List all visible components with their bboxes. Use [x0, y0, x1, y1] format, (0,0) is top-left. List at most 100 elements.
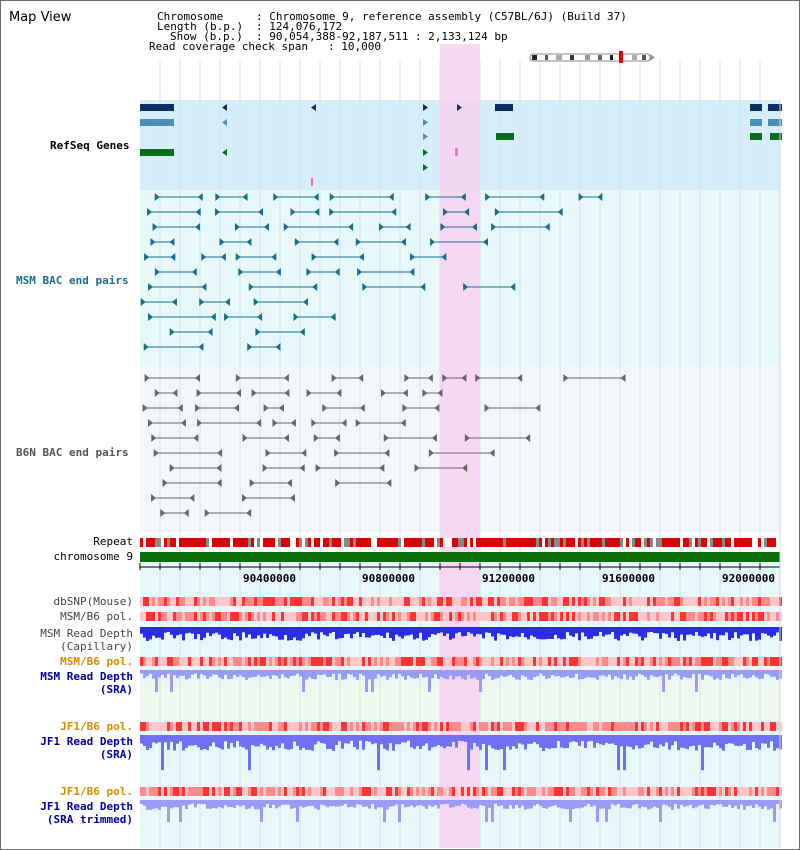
read-depth-bar	[239, 670, 242, 676]
read-depth-bar	[266, 670, 269, 676]
polymorphism-cell	[512, 787, 515, 796]
polymorphism-cell	[149, 597, 152, 606]
polymorphism-cell	[602, 787, 605, 796]
read-depth-bar	[317, 800, 320, 810]
read-depth-bar	[179, 627, 182, 635]
repeat-segment	[539, 538, 542, 547]
read-depth-bar	[518, 800, 521, 808]
read-depth-bar	[362, 735, 365, 750]
polymorphism-cell	[317, 722, 320, 731]
polymorphism-cell	[275, 612, 278, 621]
bac-end-marker	[169, 464, 175, 472]
polymorphism-cell	[314, 657, 317, 666]
polymorphism-cell	[500, 657, 503, 666]
polymorphism-cell	[614, 722, 617, 731]
read-depth-bar	[542, 670, 545, 676]
polymorphism-cell	[497, 597, 500, 606]
track-label-msm-b6-pol-1: MSM/B6 pol.	[60, 610, 133, 623]
read-depth-bar	[512, 627, 515, 638]
polymorphism-cell	[446, 722, 449, 731]
polymorphism-cell	[716, 722, 719, 731]
read-depth-bar	[512, 670, 515, 678]
read-depth-bar	[710, 735, 713, 748]
read-depth-bar	[767, 627, 770, 636]
polymorphism-cell	[728, 657, 731, 666]
track-label-b6n-bac[interactable]: B6N BAC end pairs	[16, 446, 129, 459]
polymorphism-cell	[500, 597, 503, 606]
read-depth-bar	[737, 735, 740, 747]
read-depth-bar	[428, 670, 431, 692]
track-label-msm-bac[interactable]: MSM BAC end pairs	[16, 274, 129, 287]
polymorphism-cell	[662, 597, 665, 606]
repeat-segment	[194, 538, 197, 547]
read-depth-bar	[209, 735, 212, 747]
polymorphism-cell	[512, 612, 515, 621]
polymorphism-cell	[734, 612, 737, 621]
track-label-refseq[interactable]: RefSeq Genes	[50, 139, 130, 152]
repeat-segment	[395, 538, 398, 547]
read-depth-bar	[416, 670, 419, 679]
polymorphism-cell	[518, 722, 521, 731]
read-depth-bar	[485, 735, 488, 771]
read-depth-bar	[659, 735, 662, 745]
polymorphism-cell	[374, 657, 377, 666]
polymorphism-cell	[218, 657, 221, 666]
read-depth-bar	[332, 670, 335, 674]
read-depth-bar	[641, 627, 644, 641]
polymorphism-cell	[323, 612, 326, 621]
polymorphism-cell	[155, 657, 158, 666]
read-depth-bar	[275, 735, 278, 746]
polymorphism-cell	[680, 722, 683, 731]
read-depth-bar	[527, 627, 530, 640]
read-depth-bar	[557, 627, 560, 639]
bac-end-marker	[400, 238, 406, 246]
read-depth-bar	[167, 670, 170, 674]
read-depth-bar	[284, 670, 287, 678]
polymorphism-cell	[776, 722, 779, 731]
read-depth-bar	[701, 800, 704, 805]
polymorphism-cell	[650, 722, 653, 731]
read-depth-bar	[614, 800, 617, 806]
read-depth-bar	[485, 627, 488, 633]
polymorphism-cell	[266, 612, 269, 621]
polymorphism-cell	[575, 657, 578, 666]
read-depth-bar	[479, 627, 482, 635]
repeat-segment	[350, 538, 353, 547]
read-depth-bar	[695, 627, 698, 632]
polymorphism-cell	[515, 657, 518, 666]
read-depth-bar	[644, 735, 647, 745]
polymorphism-cell	[593, 612, 596, 621]
bac-end-marker	[290, 419, 296, 427]
polymorphism-cell	[707, 787, 710, 796]
polymorphism-cell	[419, 787, 422, 796]
polymorphism-cell	[344, 657, 347, 666]
bac-end-marker	[289, 494, 295, 502]
polymorphism-cell	[632, 612, 635, 621]
polymorphism-cell	[458, 787, 461, 796]
read-depth-bar	[608, 735, 611, 744]
polymorphism-cell	[599, 612, 602, 621]
polymorphism-cell	[716, 612, 719, 621]
polymorphism-cell	[632, 722, 635, 731]
bac-end-marker	[271, 253, 277, 261]
read-depth-bar	[662, 670, 665, 692]
read-depth-bar	[617, 670, 620, 678]
repeat-segment	[569, 538, 572, 547]
polymorphism-cell	[254, 612, 257, 621]
polymorphism-cell	[386, 657, 389, 666]
bac-end-marker	[427, 374, 433, 382]
polymorphism-cell	[587, 722, 590, 731]
read-depth-bar	[389, 735, 392, 744]
read-depth-bar	[287, 735, 290, 750]
polymorphism-cell	[347, 787, 350, 796]
read-depth-bar	[266, 735, 269, 750]
bac-end-marker	[283, 223, 289, 231]
read-depth-bar	[344, 800, 347, 804]
polymorphism-cell	[410, 722, 413, 731]
polymorphism-cell	[371, 722, 374, 731]
repeat-segment	[659, 538, 662, 547]
polymorphism-cell	[668, 722, 671, 731]
read-depth-bar	[446, 627, 449, 634]
polymorphism-cell	[326, 612, 329, 621]
